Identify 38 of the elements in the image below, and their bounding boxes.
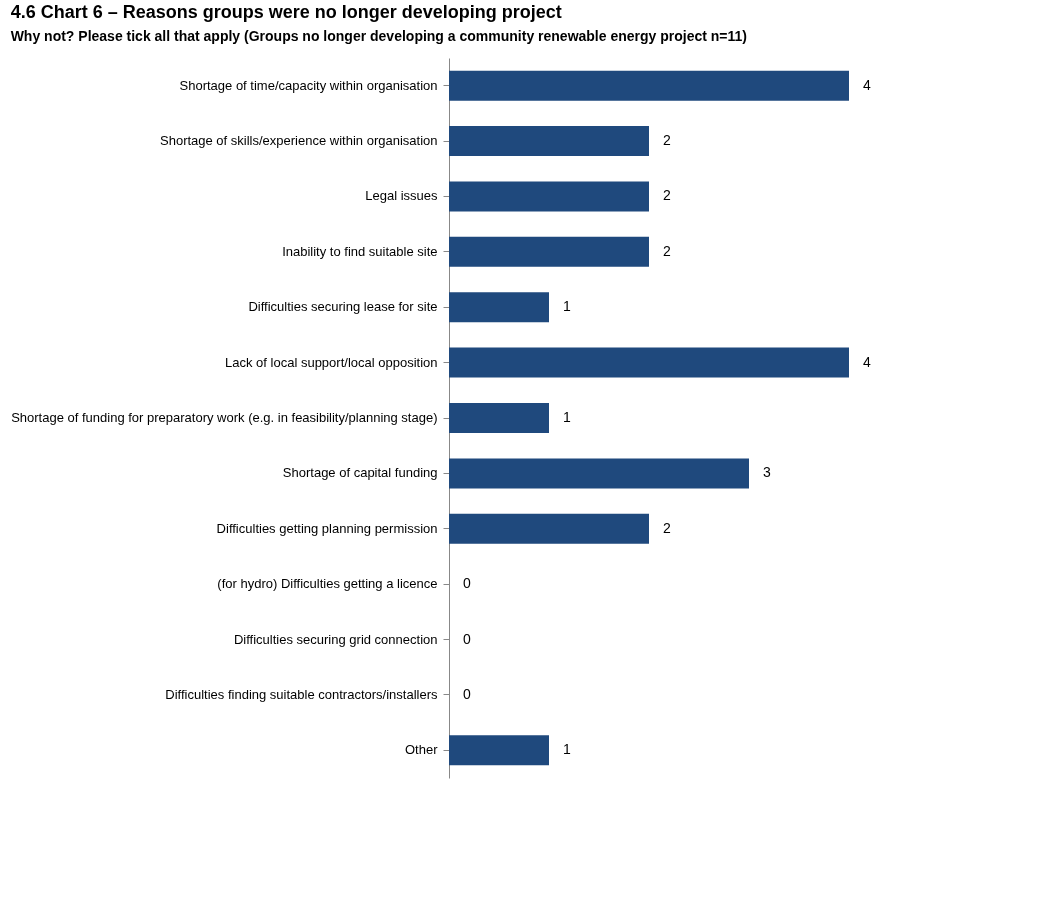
bar [449, 70, 849, 101]
bar [449, 181, 649, 212]
data-label: 4 [863, 353, 871, 370]
bar [449, 513, 649, 544]
bar [449, 347, 849, 378]
y-tick-label: Difficulties getting planning permission [216, 520, 438, 536]
text: 4.6 Chart 6 – Reasons groups were no longer developing project [10, 2, 562, 22]
bar [449, 292, 549, 323]
y-tick-label: Difficulties securing lease for site [248, 299, 438, 315]
bar [449, 735, 549, 766]
y-tick-label: Inability to find suitable site [282, 243, 438, 259]
data-label: 0 [463, 575, 471, 592]
data-label: 2 [663, 187, 671, 204]
data-label: 1 [563, 741, 571, 758]
y-tick-label: Shortage of time/capacity within organisation [179, 77, 438, 93]
data-label: 3 [763, 464, 771, 481]
chart-subtitle: Why not? Please tick all that apply (Groups no longer developing a community renewable energy project n=11) [10, 28, 747, 44]
y-tick-label: Difficulties finding suitable contractors/installers [165, 686, 438, 702]
y-tick-label: Shortage of skills/experience within organisation [160, 133, 438, 149]
data-label: 1 [563, 409, 571, 425]
bar [449, 458, 749, 489]
bar [449, 126, 649, 157]
y-tick-label: (for hydro) Difficulties getting a licence [217, 576, 438, 592]
y-tick-label: Other [404, 742, 439, 758]
data-label: 2 [663, 132, 671, 149]
bar [449, 403, 549, 433]
data-label: 0 [463, 685, 471, 702]
data-label: 2 [663, 242, 671, 259]
y-tick-label: Legal issues [365, 188, 438, 204]
y-tick-label: Lack of local support/local opposition [225, 354, 438, 370]
data-label: 0 [463, 630, 471, 647]
y-tick-label: Shortage of capital funding [282, 465, 438, 481]
y-tick-label: Difficulties securing grid connection [233, 631, 438, 647]
bar [449, 236, 649, 267]
data-label: 4 [863, 76, 871, 93]
data-label: 2 [663, 519, 671, 536]
y-tick-label: Shortage of funding for preparatory work (e.g. in feasibility/planning stage) [11, 410, 438, 425]
data-label: 1 [563, 298, 571, 315]
